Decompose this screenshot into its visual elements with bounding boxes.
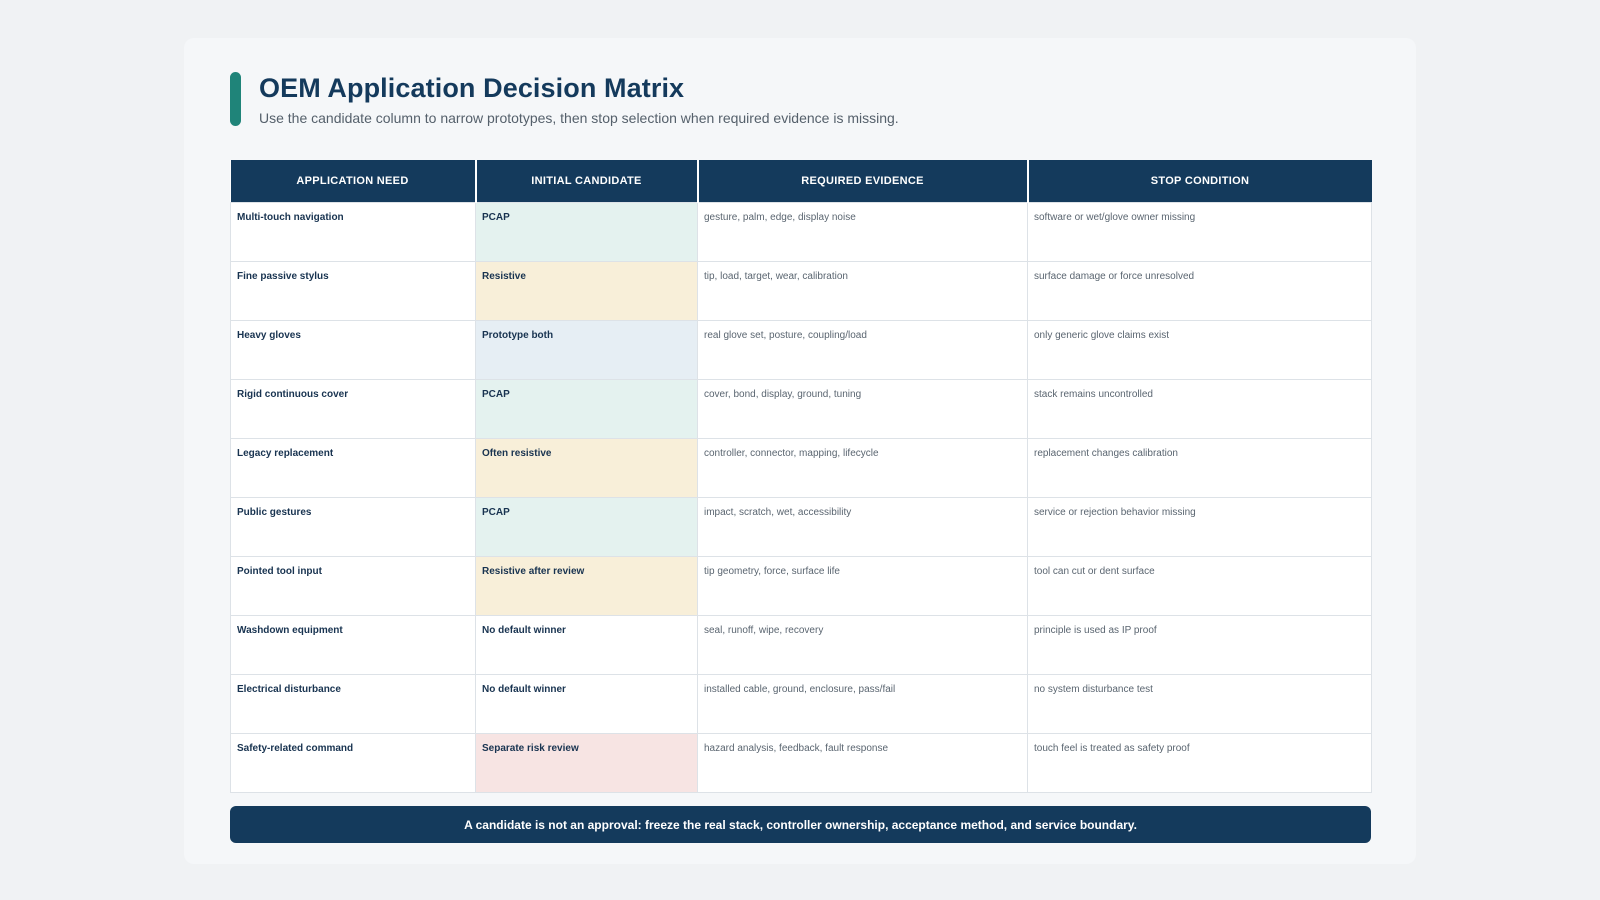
table-row: Electrical disturbance No default winner…	[230, 673, 1372, 734]
table-row: Public gestures PCAP impact, scratch, we…	[230, 496, 1372, 557]
table-row: Heavy gloves Prototype both real glove s…	[230, 319, 1372, 380]
cell-application-need: Heavy gloves	[230, 319, 476, 380]
cell-required-evidence: hazard analysis, feedback, fault respons…	[697, 732, 1028, 793]
cell-application-need: Multi-touch navigation	[230, 201, 476, 262]
cell-required-evidence: real glove set, posture, coupling/load	[697, 319, 1028, 380]
cell-stop-condition: stack remains uncontrolled	[1027, 378, 1372, 439]
cell-required-evidence: impact, scratch, wet, accessibility	[697, 496, 1028, 557]
decision-matrix-table: APPLICATION NEED INITIAL CANDIDATE REQUI…	[230, 160, 1372, 793]
cell-initial-candidate: PCAP	[475, 201, 698, 262]
cell-initial-candidate: Resistive	[475, 260, 698, 321]
table-row: Washdown equipment No default winner sea…	[230, 614, 1372, 675]
table-row: Rigid continuous cover PCAP cover, bond,…	[230, 378, 1372, 439]
cell-application-need: Fine passive stylus	[230, 260, 476, 321]
footer-note-banner: A candidate is not an approval: freeze t…	[230, 806, 1371, 843]
column-header-stop-condition: STOP CONDITION	[1027, 160, 1372, 202]
cell-required-evidence: controller, connector, mapping, lifecycl…	[697, 437, 1028, 498]
table-row: Fine passive stylus Resistive tip, load,…	[230, 260, 1372, 321]
column-header-application-need: APPLICATION NEED	[230, 160, 477, 202]
title-accent-bar	[230, 72, 241, 126]
cell-stop-condition: touch feel is treated as safety proof	[1027, 732, 1372, 793]
cell-required-evidence: tip geometry, force, surface life	[697, 555, 1028, 616]
cell-application-need: Legacy replacement	[230, 437, 476, 498]
column-header-initial-candidate: INITIAL CANDIDATE	[475, 160, 699, 202]
cell-stop-condition: software or wet/glove owner missing	[1027, 201, 1372, 262]
cell-stop-condition: tool can cut or dent surface	[1027, 555, 1372, 616]
table-row: Legacy replacement Often resistive contr…	[230, 437, 1372, 498]
page-title: OEM Application Decision Matrix	[259, 73, 685, 103]
table-row: Multi-touch navigation PCAP gesture, pal…	[230, 201, 1372, 262]
cell-application-need: Washdown equipment	[230, 614, 476, 675]
table-row: Pointed tool input Resistive after revie…	[230, 555, 1372, 616]
cell-initial-candidate: Prototype both	[475, 319, 698, 380]
cell-initial-candidate: PCAP	[475, 496, 698, 557]
cell-stop-condition: surface damage or force unresolved	[1027, 260, 1372, 321]
cell-initial-candidate: No default winner	[475, 614, 698, 675]
cell-initial-candidate: PCAP	[475, 378, 698, 439]
table-header-row: APPLICATION NEED INITIAL CANDIDATE REQUI…	[230, 160, 1372, 202]
cell-application-need: Electrical disturbance	[230, 673, 476, 734]
cell-required-evidence: seal, runoff, wipe, recovery	[697, 614, 1028, 675]
cell-initial-candidate: Often resistive	[475, 437, 698, 498]
cell-required-evidence: tip, load, target, wear, calibration	[697, 260, 1028, 321]
cell-required-evidence: cover, bond, display, ground, tuning	[697, 378, 1028, 439]
cell-stop-condition: only generic glove claims exist	[1027, 319, 1372, 380]
cell-stop-condition: no system disturbance test	[1027, 673, 1372, 734]
cell-application-need: Pointed tool input	[230, 555, 476, 616]
cell-initial-candidate: No default winner	[475, 673, 698, 734]
cell-application-need: Public gestures	[230, 496, 476, 557]
cell-required-evidence: gesture, palm, edge, display noise	[697, 201, 1028, 262]
cell-application-need: Safety-related command	[230, 732, 476, 793]
table-row: Safety-related command Separate risk rev…	[230, 732, 1372, 793]
cell-application-need: Rigid continuous cover	[230, 378, 476, 439]
column-header-required-evidence: REQUIRED EVIDENCE	[697, 160, 1029, 202]
cell-stop-condition: service or rejection behavior missing	[1027, 496, 1372, 557]
cell-initial-candidate: Separate risk review	[475, 732, 698, 793]
cell-required-evidence: installed cable, ground, enclosure, pass…	[697, 673, 1028, 734]
footer-note-text: A candidate is not an approval: freeze t…	[464, 817, 1137, 832]
page-subtitle: Use the candidate column to narrow proto…	[259, 110, 899, 126]
cell-stop-condition: replacement changes calibration	[1027, 437, 1372, 498]
cell-stop-condition: principle is used as IP proof	[1027, 614, 1372, 675]
cell-initial-candidate: Resistive after review	[475, 555, 698, 616]
